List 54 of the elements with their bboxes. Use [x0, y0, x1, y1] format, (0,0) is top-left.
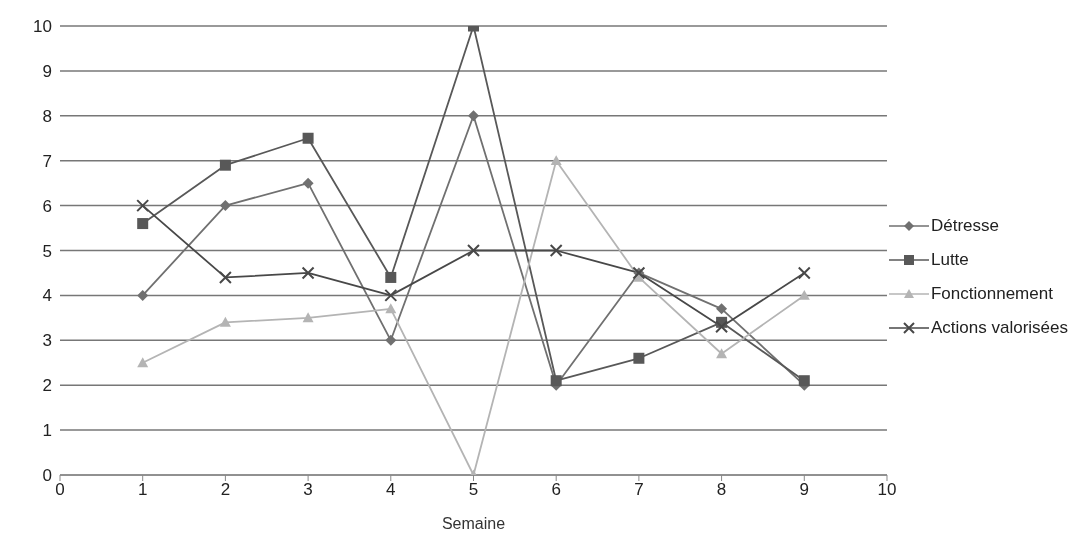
y-tick-label: 5 — [42, 241, 52, 261]
y-tick-label: 2 — [42, 376, 52, 396]
point — [137, 357, 149, 368]
y-tick-label: 3 — [42, 331, 52, 351]
x-tick-label: 8 — [716, 480, 727, 500]
point — [137, 289, 149, 301]
y-tick-label: 0 — [42, 466, 52, 486]
y-tick-label: 9 — [42, 61, 52, 81]
y-tick-label: 6 — [42, 196, 52, 216]
point — [136, 199, 150, 213]
point — [219, 316, 231, 327]
y-tick-label: 4 — [42, 286, 52, 306]
point — [549, 244, 563, 257]
x-tick-label: 0 — [55, 480, 65, 500]
x-tick-label: 9 — [799, 480, 810, 500]
point — [797, 266, 811, 280]
point — [302, 177, 314, 189]
point — [137, 218, 149, 230]
point — [384, 288, 398, 302]
point — [466, 244, 480, 257]
x-tick-label: 5 — [468, 480, 479, 500]
legend-label: Actions valorisées — [930, 317, 1068, 338]
y-tick-label: 1 — [42, 421, 52, 441]
point — [716, 348, 728, 359]
point — [550, 155, 562, 166]
x-tick-label: 2 — [220, 480, 231, 500]
point — [385, 303, 397, 314]
point — [218, 270, 232, 284]
point — [550, 375, 562, 387]
x-tick-label: 7 — [634, 480, 644, 500]
x-tick-label: 1 — [137, 480, 148, 500]
point — [385, 271, 397, 283]
point — [716, 303, 728, 315]
y-tick-label: 10 — [33, 17, 52, 37]
y-tick-label: 7 — [42, 151, 52, 171]
legend-label: Détresse — [930, 215, 1000, 236]
point — [798, 375, 810, 387]
legend-label: Fonctionnement — [930, 283, 1053, 304]
point — [219, 200, 231, 212]
point — [467, 110, 479, 122]
legend-label: Lutte — [930, 249, 969, 270]
x-tick-label: 3 — [303, 480, 313, 500]
point — [385, 334, 397, 346]
point — [219, 159, 231, 171]
point — [715, 320, 729, 334]
point — [302, 312, 314, 323]
x-tick-label: 10 — [877, 480, 897, 500]
x-tick-label: 6 — [551, 480, 561, 500]
x-axis-title: Semaine — [441, 515, 506, 532]
point — [301, 266, 315, 280]
y-tick-label: 8 — [42, 106, 52, 126]
point — [633, 352, 645, 364]
point — [302, 132, 314, 144]
x-tick-label: 4 — [386, 480, 396, 500]
